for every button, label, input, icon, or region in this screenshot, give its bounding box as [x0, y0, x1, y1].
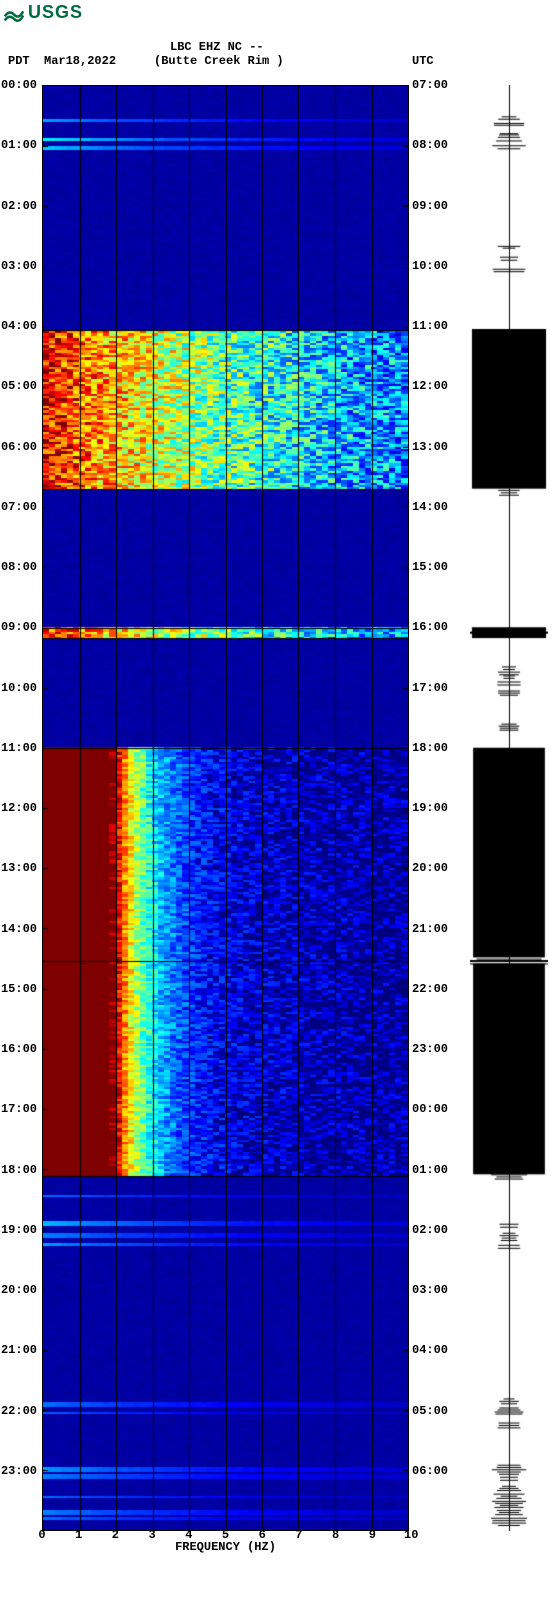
ytick-right: 14:00 — [412, 500, 449, 514]
ytick-left: 00:00 — [0, 78, 37, 92]
header-line2: (Butte Creek Rim ) — [154, 54, 284, 68]
spectrogram-plot — [42, 85, 409, 1531]
ytick-left: 20:00 — [0, 1283, 37, 1297]
usgs-logo: USGS — [4, 2, 83, 23]
ytick-right: 17:00 — [412, 681, 449, 695]
ytick-right: 20:00 — [412, 861, 449, 875]
ytick-left: 13:00 — [0, 861, 37, 875]
ytick-right: 01:00 — [412, 1163, 449, 1177]
xtick: 1 — [74, 1528, 84, 1542]
ytick-left: 12:00 — [0, 801, 37, 815]
ytick-left: 04:00 — [0, 319, 37, 333]
ytick-right: 10:00 — [412, 259, 449, 273]
ytick-left: 02:00 — [0, 199, 37, 213]
ytick-right: 00:00 — [412, 1102, 449, 1116]
ytick-right: 23:00 — [412, 1042, 449, 1056]
ytick-right: 16:00 — [412, 620, 449, 634]
ytick-right: 22:00 — [412, 982, 449, 996]
xtick: 10 — [404, 1528, 414, 1542]
ytick-left: 17:00 — [0, 1102, 37, 1116]
ytick-left: 07:00 — [0, 500, 37, 514]
ytick-right: 09:00 — [412, 199, 449, 213]
xtick: 9 — [367, 1528, 377, 1542]
ytick-right: 08:00 — [412, 138, 449, 152]
ytick-left: 14:00 — [0, 922, 37, 936]
xaxis-label: FREQUENCY (HZ) — [42, 1540, 409, 1554]
ytick-right: 07:00 — [412, 78, 449, 92]
ytick-right: 02:00 — [412, 1223, 449, 1237]
xtick: 3 — [147, 1528, 157, 1542]
ytick-right: 15:00 — [412, 560, 449, 574]
ytick-left: 16:00 — [0, 1042, 37, 1056]
ytick-left: 08:00 — [0, 560, 37, 574]
ytick-left: 15:00 — [0, 982, 37, 996]
ytick-left: 06:00 — [0, 440, 37, 454]
usgs-text: USGS — [28, 2, 83, 23]
ytick-right: 11:00 — [412, 319, 449, 333]
ytick-left: 22:00 — [0, 1404, 37, 1418]
ytick-left: 19:00 — [0, 1223, 37, 1237]
header-line1: LBC EHZ NC -- — [170, 40, 264, 54]
ytick-left: 03:00 — [0, 259, 37, 273]
ytick-right: 18:00 — [412, 741, 449, 755]
ytick-left: 05:00 — [0, 379, 37, 393]
ytick-right: 19:00 — [412, 801, 449, 815]
xtick: 8 — [331, 1528, 341, 1542]
xtick: 5 — [221, 1528, 231, 1542]
ytick-left: 10:00 — [0, 681, 37, 695]
xtick: 4 — [184, 1528, 194, 1542]
spectrogram-canvas — [43, 86, 408, 1530]
ytick-right: 06:00 — [412, 1464, 449, 1478]
ytick-left: 21:00 — [0, 1343, 37, 1357]
ytick-left: 01:00 — [0, 138, 37, 152]
pdt-label: PDT Mar18,2022 — [8, 54, 116, 68]
ytick-right: 03:00 — [412, 1283, 449, 1297]
usgs-wave-icon — [4, 4, 24, 22]
xtick: 7 — [294, 1528, 304, 1542]
xtick: 6 — [257, 1528, 267, 1542]
ytick-left: 23:00 — [0, 1464, 37, 1478]
xtick: 2 — [110, 1528, 120, 1542]
ytick-right: 12:00 — [412, 379, 449, 393]
ytick-right: 04:00 — [412, 1343, 449, 1357]
page: USGS LBC EHZ NC -- (Butte Creek Rim ) PD… — [0, 0, 552, 1613]
ytick-left: 18:00 — [0, 1163, 37, 1177]
ytick-right: 05:00 — [412, 1404, 449, 1418]
ytick-left: 11:00 — [0, 741, 37, 755]
ytick-left: 09:00 — [0, 620, 37, 634]
xtick: 0 — [37, 1528, 47, 1542]
ytick-right: 21:00 — [412, 922, 449, 936]
waveform-panel — [470, 85, 548, 1531]
waveform-canvas — [470, 85, 548, 1531]
ytick-right: 13:00 — [412, 440, 449, 454]
utc-label: UTC — [412, 54, 434, 68]
